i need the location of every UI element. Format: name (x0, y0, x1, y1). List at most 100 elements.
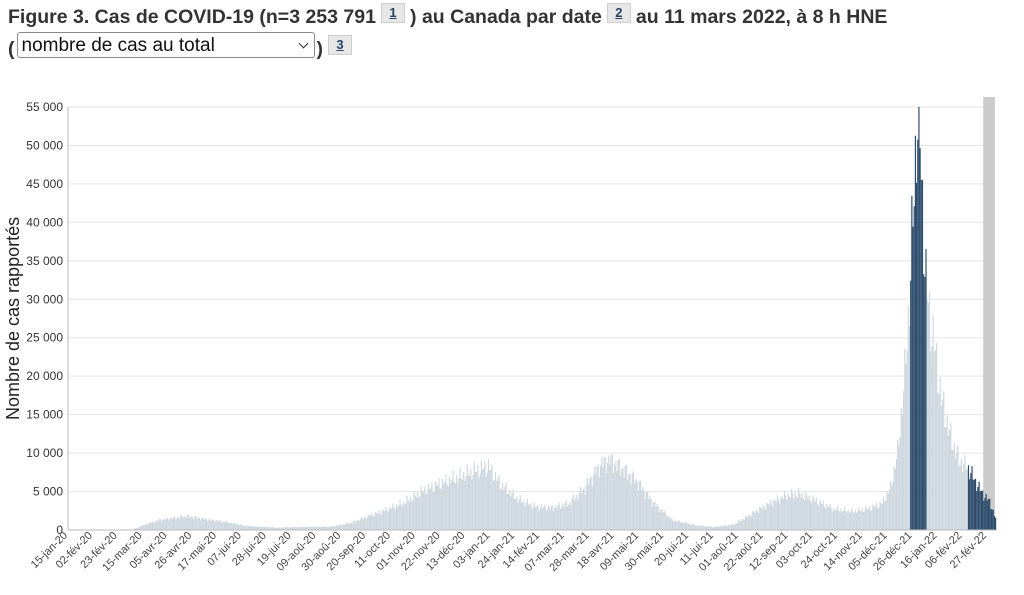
bar (987, 498, 990, 530)
bar (757, 513, 760, 530)
bar (588, 485, 590, 530)
bar (174, 516, 176, 530)
bar (936, 342, 938, 530)
bar (838, 510, 840, 530)
bar (188, 514, 190, 530)
bar (882, 496, 885, 530)
bar (753, 511, 755, 530)
bar (143, 525, 145, 530)
bar (972, 479, 974, 530)
bar (279, 527, 281, 530)
bar (509, 489, 511, 530)
bar (886, 491, 888, 530)
bar (818, 505, 820, 530)
bar (421, 491, 424, 530)
bar (273, 527, 275, 530)
bar (631, 472, 633, 530)
bar (343, 524, 346, 530)
y-tick-label: 20 000 (26, 369, 63, 383)
bar (134, 528, 136, 530)
case-type-select[interactable]: nombre de cas au total (16, 32, 315, 58)
bar (374, 511, 376, 530)
bar (154, 523, 156, 530)
bar (483, 468, 485, 530)
bar (196, 518, 198, 530)
bar (621, 469, 623, 530)
bar (865, 506, 867, 530)
bar (504, 486, 506, 530)
bar (864, 511, 866, 530)
bar (205, 519, 208, 530)
bar (268, 527, 270, 530)
bar (365, 518, 367, 530)
bar (986, 500, 988, 530)
bar (597, 464, 599, 530)
bar (425, 494, 427, 530)
bar (686, 522, 688, 530)
bar (368, 515, 370, 530)
bar (625, 464, 628, 530)
bar (276, 527, 278, 530)
bar (464, 481, 466, 530)
bar (190, 516, 192, 530)
bar (386, 510, 388, 530)
footnote-link-1[interactable]: 1 (381, 3, 405, 23)
bar (499, 489, 501, 530)
bar (677, 520, 679, 530)
bar (566, 506, 569, 530)
bar (564, 502, 566, 530)
bar (201, 518, 203, 530)
bar (695, 525, 697, 530)
bar (434, 481, 436, 530)
bar (526, 498, 528, 530)
bar (213, 519, 215, 530)
bar (805, 491, 807, 530)
bar (760, 507, 762, 530)
footnote-link-3[interactable]: 3 (328, 35, 352, 55)
bar (808, 495, 810, 530)
bar (669, 518, 671, 530)
bar (171, 519, 173, 530)
bar (914, 135, 917, 530)
bar (799, 493, 801, 530)
bar (377, 513, 379, 530)
bar (665, 517, 668, 530)
bar (210, 520, 212, 530)
bar (224, 522, 227, 530)
bar (461, 479, 464, 530)
bar (249, 526, 251, 530)
footnote-link-2[interactable]: 2 (607, 3, 631, 23)
bar (575, 497, 577, 530)
bar (316, 526, 319, 530)
y-tick-label: 5 000 (33, 485, 63, 499)
bar (976, 491, 978, 530)
bar (800, 497, 802, 530)
bar (287, 527, 289, 530)
bar (965, 470, 967, 530)
bar (638, 481, 641, 530)
bar (862, 511, 865, 530)
bar (604, 456, 606, 530)
bar (839, 512, 841, 530)
bar (338, 525, 340, 530)
bar (698, 525, 701, 530)
bar (323, 526, 326, 530)
bar (520, 502, 523, 530)
bar (887, 493, 889, 530)
bar (696, 525, 698, 530)
bar (216, 520, 218, 530)
bar (599, 465, 602, 530)
bar (440, 488, 442, 530)
bar (286, 527, 288, 530)
bar (901, 413, 904, 530)
bar (142, 524, 144, 530)
bar (654, 501, 656, 530)
bar (229, 522, 231, 530)
bar (164, 519, 166, 530)
bar (569, 501, 571, 530)
bar (950, 422, 952, 530)
bar (609, 465, 611, 530)
bar (721, 525, 723, 530)
bar (913, 206, 915, 530)
bar (642, 487, 644, 530)
